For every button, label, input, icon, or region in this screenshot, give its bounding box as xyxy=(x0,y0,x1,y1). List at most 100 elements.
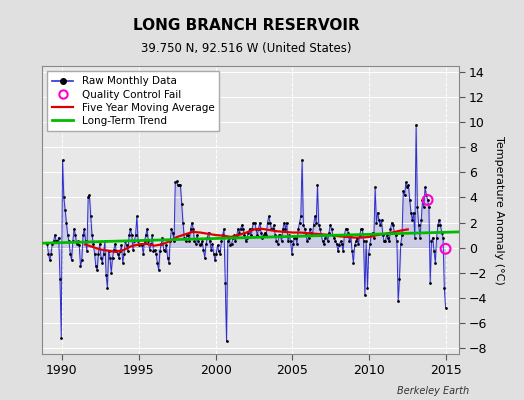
Point xyxy=(305,226,314,232)
Point xyxy=(118,259,127,266)
Point xyxy=(394,298,402,305)
Point xyxy=(235,229,244,236)
Point xyxy=(275,232,283,238)
Point xyxy=(256,219,264,226)
Point xyxy=(381,238,389,244)
Point xyxy=(432,234,441,241)
Point xyxy=(308,232,316,238)
Point xyxy=(98,259,106,266)
Point xyxy=(81,238,90,244)
Point xyxy=(113,251,122,257)
Point xyxy=(83,248,91,254)
Point xyxy=(392,238,401,244)
Point xyxy=(426,280,434,286)
Point xyxy=(95,241,104,247)
Point xyxy=(397,241,405,247)
Point xyxy=(319,238,327,244)
Point xyxy=(103,284,112,291)
Point xyxy=(132,232,140,238)
Point xyxy=(110,247,118,253)
Point xyxy=(403,184,411,191)
Point xyxy=(226,242,235,248)
Point xyxy=(252,226,260,232)
Point xyxy=(53,238,62,244)
Point xyxy=(384,234,392,241)
Point xyxy=(116,248,124,254)
Point xyxy=(293,241,301,247)
Point xyxy=(314,222,323,228)
Point xyxy=(399,188,408,194)
Point xyxy=(299,222,308,228)
Point xyxy=(43,241,51,247)
Point xyxy=(102,272,110,278)
Point xyxy=(215,248,223,254)
Text: LONG BRANCH RESERVOIR: LONG BRANCH RESERVOIR xyxy=(133,18,359,33)
Point xyxy=(233,232,241,238)
Point xyxy=(288,251,296,257)
Point xyxy=(140,238,149,244)
Point xyxy=(284,238,292,244)
Point xyxy=(253,232,261,238)
Point xyxy=(167,226,176,232)
Point xyxy=(120,251,128,257)
Point xyxy=(407,209,415,216)
Point xyxy=(257,229,265,236)
Point xyxy=(287,238,295,244)
Point xyxy=(169,229,177,236)
Point xyxy=(431,259,440,266)
Point xyxy=(361,292,369,298)
Point xyxy=(316,226,324,232)
Point xyxy=(372,219,380,226)
Point xyxy=(282,219,291,226)
Point xyxy=(279,226,287,232)
Point xyxy=(406,197,414,203)
Point xyxy=(330,234,339,241)
Point xyxy=(80,226,89,232)
Point xyxy=(290,234,299,241)
Point xyxy=(304,234,313,241)
Point xyxy=(178,200,186,207)
Point xyxy=(268,226,277,232)
Point xyxy=(359,238,368,244)
Point xyxy=(294,226,302,232)
Point xyxy=(201,254,209,261)
Point xyxy=(173,182,182,188)
Point xyxy=(423,197,432,203)
Point xyxy=(221,280,230,286)
Point xyxy=(129,247,137,253)
Point xyxy=(376,222,385,228)
Point xyxy=(369,234,378,241)
Point xyxy=(44,251,52,257)
Point xyxy=(441,304,450,311)
Point xyxy=(334,248,342,254)
Point xyxy=(189,226,198,232)
Point xyxy=(199,247,208,253)
Point xyxy=(348,248,356,254)
Point xyxy=(328,226,336,232)
Point xyxy=(70,226,78,232)
Point xyxy=(346,232,355,238)
Point xyxy=(435,217,443,223)
Point xyxy=(357,226,365,232)
Point xyxy=(265,213,273,220)
Point xyxy=(130,238,138,244)
Point xyxy=(204,229,213,236)
Point xyxy=(254,226,263,232)
Point xyxy=(385,238,394,244)
Point xyxy=(365,251,373,257)
Point xyxy=(207,247,215,253)
Point xyxy=(211,257,219,263)
Point xyxy=(72,241,81,247)
Point xyxy=(247,232,255,238)
Point xyxy=(134,238,143,244)
Point xyxy=(93,267,101,273)
Text: 39.750 N, 92.516 W (United States): 39.750 N, 92.516 W (United States) xyxy=(141,42,352,55)
Point xyxy=(198,238,206,244)
Point xyxy=(136,241,145,247)
Point xyxy=(190,238,199,244)
Point xyxy=(408,217,417,223)
Point xyxy=(274,241,282,247)
Point xyxy=(238,222,246,228)
Point xyxy=(101,238,109,244)
Point xyxy=(303,238,311,244)
